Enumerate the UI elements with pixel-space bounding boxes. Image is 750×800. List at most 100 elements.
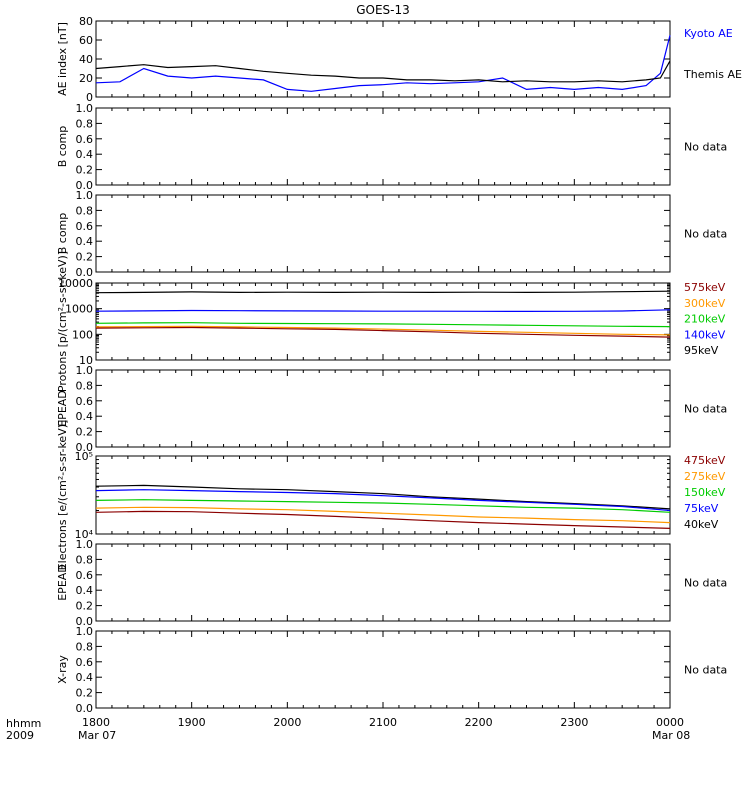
panel-5: 0.0 0.2 0.4 0.6 0.8 1.0 EPEAD No data — [56, 364, 727, 454]
no-data-label: No data — [684, 228, 727, 241]
y-axis-label: Electrons [e/(cm²-s-sr-keV)] — [56, 420, 69, 571]
y-tick-label: 0.0 — [76, 615, 94, 628]
no-data-label: No data — [684, 577, 727, 590]
x-tick-label: 1800 — [82, 716, 110, 729]
series-line — [95, 510, 671, 529]
y-tick-label: 10 — [79, 354, 93, 367]
y-axis-label: EPEAD — [56, 564, 69, 601]
legend-label: Kyoto AE — [684, 27, 733, 40]
legend-label: 95keV — [684, 344, 719, 357]
panel-1: 0 20 40 60 80 AE index [nT] Kyoto AE Themis AE — [56, 15, 742, 104]
x-tick-label: 1900 — [178, 716, 206, 729]
panel-8: 0.0 0.2 0.4 0.6 0.8 1.0 X-ray No data — [56, 625, 727, 715]
y-tick-label: 40 — [79, 53, 93, 66]
x-tick-label: 2200 — [465, 716, 493, 729]
panel-3: 0.0 0.2 0.4 0.6 0.8 1.0 B comp No data — [56, 189, 727, 279]
y-tick-label: 0.8 — [76, 553, 94, 566]
panel-6: 10⁴ 10⁵ Electrons [e/(cm²-s-sr-keV)] 40keV 7… — [56, 420, 726, 571]
panel-frame — [95, 369, 671, 448]
legend-label: 40keV — [684, 518, 719, 531]
x-label-year: 2009 — [6, 729, 34, 742]
y-tick-label: 60 — [79, 34, 93, 47]
x-tick-label: 2100 — [369, 716, 397, 729]
panel-frame — [95, 282, 671, 361]
figure-title: GOES-13 — [356, 3, 410, 17]
series-line — [95, 325, 671, 336]
y-tick-label: 100 — [72, 328, 93, 341]
y-axis-label: Protons [p/(cm²-s-sr-keV)] — [56, 251, 69, 392]
y-tick-label: 1.0 — [76, 538, 94, 551]
y-tick-label: 0.4 — [76, 148, 94, 161]
no-data-label: No data — [684, 664, 727, 677]
panel-frame — [95, 455, 671, 535]
legend-label: 300keV — [684, 297, 726, 310]
series-line — [95, 499, 671, 513]
y-tick-label: 0.4 — [76, 235, 94, 248]
panel-7: 0.0 0.2 0.4 0.6 0.8 1.0 EPEAD No data — [56, 538, 727, 628]
y-tick-label: 1.0 — [76, 189, 94, 202]
legend-label: 575keV — [684, 281, 726, 294]
x-date-end: Mar 08 — [652, 729, 690, 742]
y-tick-label: 10⁴ — [75, 528, 94, 541]
panel-2: 0.0 0.2 0.4 0.6 0.8 1.0 B comp No data — [56, 102, 727, 192]
series-line — [95, 60, 671, 83]
series-line — [95, 326, 671, 338]
y-tick-label: 0.2 — [76, 687, 94, 700]
legend-label: 150keV — [684, 486, 726, 499]
y-tick-label: 0.4 — [76, 410, 94, 423]
y-tick-label: 0.8 — [76, 640, 94, 653]
y-tick-label: 0.0 — [76, 702, 94, 715]
series-line — [95, 35, 671, 92]
x-tick-label: 0000 — [656, 716, 684, 729]
y-tick-label: 0.6 — [76, 395, 94, 408]
series-line — [95, 309, 671, 312]
legend-label: 275keV — [684, 470, 726, 483]
y-tick-label: 0.4 — [76, 584, 94, 597]
legend-label: 75keV — [684, 502, 719, 515]
y-tick-label: 0.0 — [76, 441, 94, 454]
y-tick-label: 0.0 — [76, 266, 94, 279]
y-tick-label: 0 — [86, 91, 93, 104]
legend-label: 210keV — [684, 313, 726, 326]
y-tick-label: 1.0 — [76, 364, 94, 377]
y-tick-label: 10⁵ — [75, 450, 93, 463]
x-label-hhmm: hhmm — [6, 717, 41, 730]
y-axis-label: B comp — [56, 213, 69, 255]
y-tick-label: 0.0 — [76, 179, 94, 192]
y-tick-label: 0.6 — [76, 220, 94, 233]
y-axis-label: B comp — [56, 126, 69, 168]
series-line — [95, 484, 671, 510]
no-data-label: No data — [684, 403, 727, 416]
y-tick-label: 0.6 — [76, 656, 94, 669]
panel-frame — [95, 20, 671, 98]
y-tick-label: 0.4 — [76, 671, 94, 684]
y-tick-label: 0.2 — [76, 164, 94, 177]
y-tick-label: 0.6 — [76, 569, 94, 582]
y-tick-label: 0.8 — [76, 117, 94, 130]
x-axis: hhmm 2009 Mar 07 Mar 08 1800 1900 2000 2100… — [6, 716, 690, 742]
y-tick-label: 0.2 — [76, 600, 94, 613]
panel-frame — [95, 107, 671, 186]
y-tick-label: 0.6 — [76, 133, 94, 146]
y-tick-label: 0.8 — [76, 379, 94, 392]
y-tick-label: 1.0 — [76, 625, 94, 638]
x-date-start: Mar 07 — [78, 729, 116, 742]
y-axis-label: EPEAD — [56, 390, 69, 427]
panel-frame — [95, 630, 671, 709]
panel-frame — [95, 543, 671, 622]
y-tick-label: 10000 — [58, 277, 93, 290]
y-tick-label: 20 — [79, 72, 93, 85]
panel-frame — [95, 194, 671, 273]
no-data-label: No data — [684, 141, 727, 154]
x-tick-label: 2300 — [560, 716, 588, 729]
y-tick-label: 0.2 — [76, 426, 94, 439]
series-line — [95, 322, 671, 328]
series-line — [95, 489, 671, 512]
legend-label: 140keV — [684, 328, 726, 341]
legend-label: 475keV — [684, 454, 726, 467]
x-tick-label: 2000 — [273, 716, 301, 729]
y-tick-label: 0.2 — [76, 251, 94, 264]
